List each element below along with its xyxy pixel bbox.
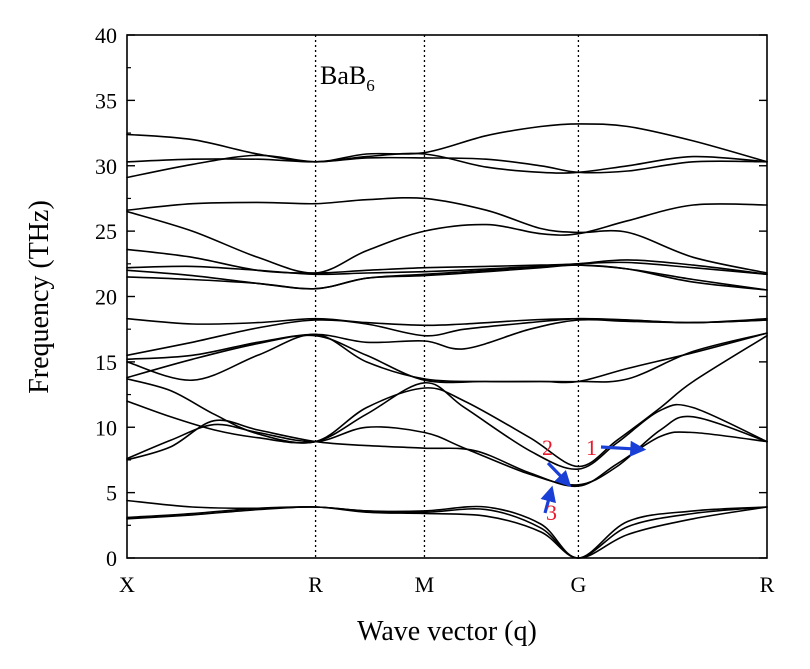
y-tick-label: 0 bbox=[106, 546, 117, 571]
y-tick-label: 10 bbox=[95, 415, 117, 440]
band-line-19 bbox=[126, 152, 768, 179]
band-line-1 bbox=[126, 506, 768, 559]
band-line-15 bbox=[126, 261, 768, 276]
x-tick-label: X bbox=[119, 572, 135, 597]
band-line-13 bbox=[126, 264, 768, 291]
y-tick-label: 25 bbox=[95, 219, 117, 244]
chart-title-subscript: 6 bbox=[366, 76, 375, 95]
y-tick-label: 35 bbox=[95, 88, 117, 113]
phonon-bands bbox=[126, 123, 768, 559]
band-line-9 bbox=[126, 332, 768, 383]
y-tick-label: 15 bbox=[95, 350, 117, 375]
y-tick-label: 30 bbox=[95, 154, 117, 179]
y-tick-label: 20 bbox=[95, 285, 117, 310]
y-tick-label: 5 bbox=[106, 481, 117, 506]
x-tick-label: R bbox=[308, 572, 323, 597]
annotation-label: 3 bbox=[546, 500, 557, 525]
band-line-21 bbox=[126, 123, 768, 163]
band-line-8 bbox=[126, 332, 768, 384]
band-line-2 bbox=[126, 506, 768, 559]
annotations: 1 2 3 bbox=[540, 435, 647, 525]
band-line-20 bbox=[126, 156, 768, 174]
annotation-arrow bbox=[600, 440, 647, 457]
x-tick-label: G bbox=[570, 572, 586, 597]
y-tick-label: 40 bbox=[95, 23, 117, 48]
plot-frame bbox=[126, 34, 768, 559]
x-axis-title: Wave vector (q) bbox=[357, 616, 537, 647]
y-axis-title: Frequency (THz) bbox=[24, 200, 55, 394]
annotation-arrow bbox=[546, 461, 572, 488]
band-line-18 bbox=[126, 196, 768, 274]
annotation-arrow bbox=[540, 485, 556, 514]
chart-title: BaB6 bbox=[320, 61, 375, 95]
band-line-12 bbox=[126, 317, 768, 327]
band-line-16 bbox=[126, 248, 768, 276]
y-axis-ticks: 0 5 10 15 20 25 30 35 40 bbox=[95, 23, 767, 571]
band-line-7 bbox=[126, 334, 768, 468]
annotation-label: 1 bbox=[586, 435, 597, 460]
band-line-5 bbox=[126, 415, 768, 486]
high-symmetry-lines bbox=[314, 35, 580, 558]
band-line-4 bbox=[126, 419, 768, 488]
chart-title-main: BaB bbox=[320, 61, 366, 90]
x-tick-label: R bbox=[760, 572, 775, 597]
annotation-label: 2 bbox=[542, 435, 553, 460]
x-tick-label: M bbox=[415, 572, 435, 597]
band-line-3 bbox=[126, 499, 768, 559]
band-line-10 bbox=[126, 318, 768, 361]
band-line-6 bbox=[126, 381, 768, 470]
band-line-14 bbox=[126, 264, 768, 291]
band-line-17 bbox=[126, 203, 768, 274]
